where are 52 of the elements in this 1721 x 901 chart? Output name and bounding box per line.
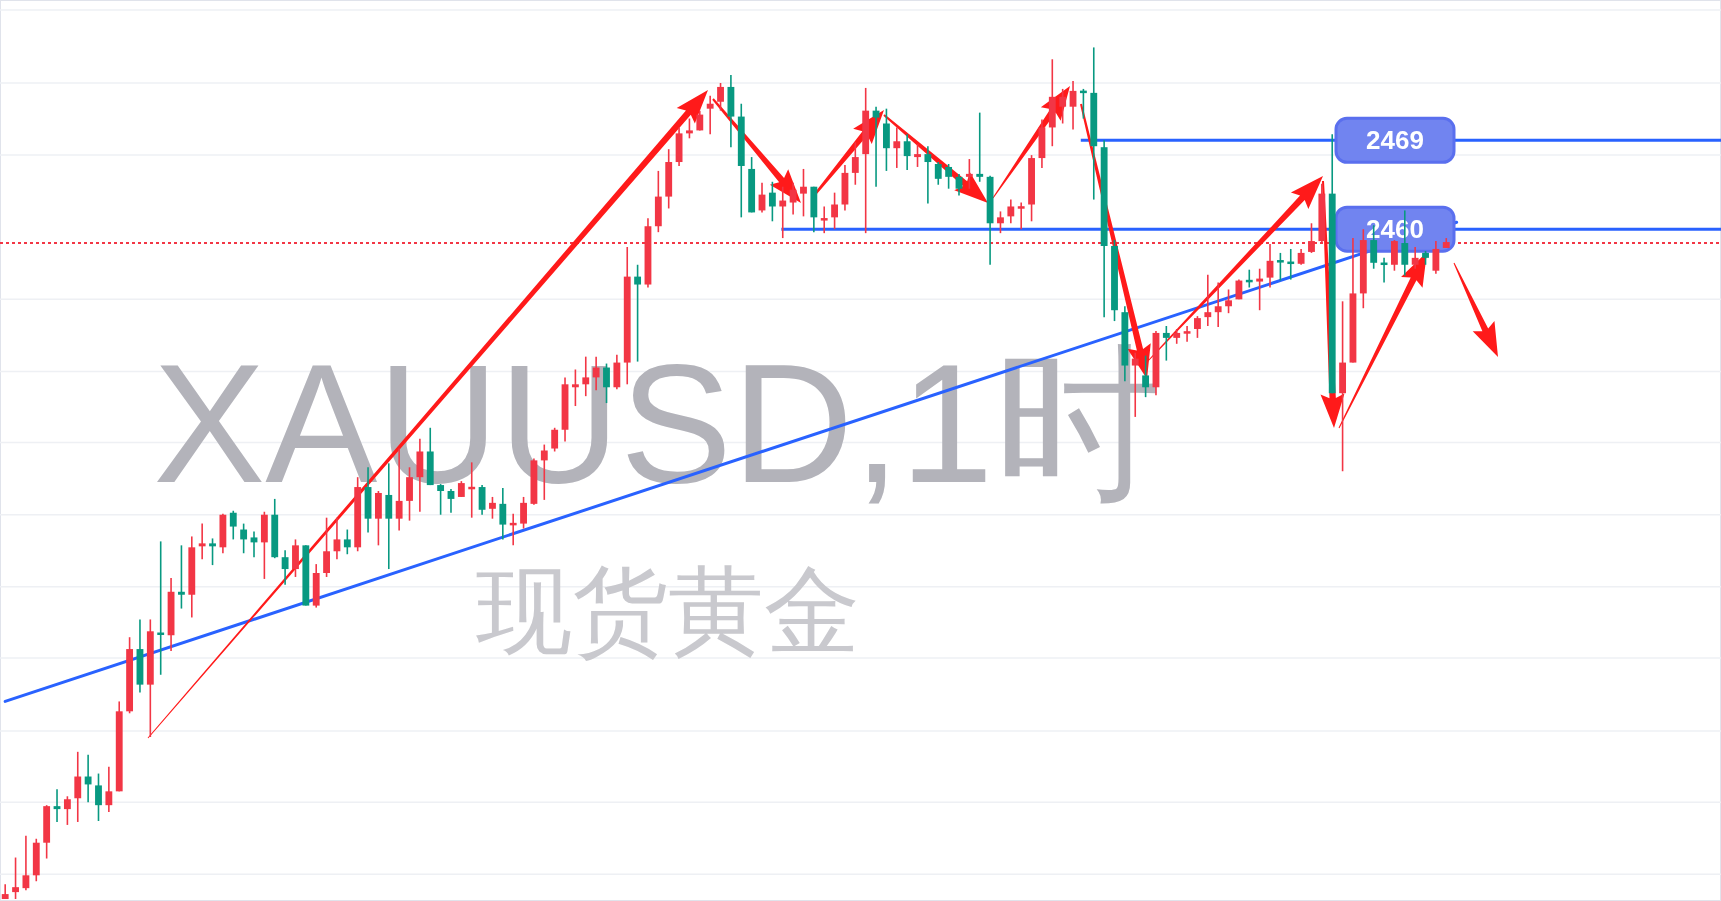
candlestick	[323, 516, 330, 578]
candlestick	[1131, 351, 1139, 418]
candlestick	[976, 111, 984, 183]
candlestick	[1204, 273, 1212, 327]
candlestick	[934, 161, 942, 186]
candlestick	[851, 141, 859, 186]
candlestick	[1059, 88, 1067, 125]
candlestick	[84, 753, 92, 804]
candlestick	[820, 205, 828, 234]
candlestick	[686, 117, 693, 140]
candlestick	[1214, 281, 1222, 328]
candlestick	[965, 158, 973, 190]
candlestick	[945, 163, 953, 190]
candlestick	[1411, 246, 1419, 270]
candlestick	[1276, 252, 1284, 282]
candlestick	[281, 549, 289, 586]
candlestick	[53, 788, 61, 823]
candlestick	[22, 835, 30, 891]
candlestick	[1194, 315, 1201, 339]
candlestick	[903, 133, 911, 171]
candlestick	[1432, 240, 1440, 275]
candlestick	[1256, 267, 1264, 312]
candlestick	[1162, 325, 1170, 362]
candlestick	[95, 772, 102, 822]
candlestick	[768, 180, 776, 223]
candlestick	[105, 765, 113, 813]
candlestick	[343, 528, 351, 556]
candlestick	[924, 145, 932, 205]
candlestick	[1391, 239, 1398, 272]
candlestick	[717, 82, 724, 112]
candlestick	[240, 522, 248, 555]
candlestick	[831, 191, 838, 230]
candlestick	[914, 143, 921, 168]
candlestick	[800, 168, 807, 218]
candlestick	[178, 544, 185, 610]
candlestick	[1007, 198, 1015, 225]
candlestick	[12, 856, 19, 900]
candlestick	[209, 537, 216, 566]
candlestick	[997, 210, 1004, 234]
candlestick	[74, 751, 82, 823]
candlestick	[292, 538, 299, 578]
candlestick	[893, 126, 901, 169]
candlestick	[1183, 325, 1191, 343]
candlestick	[198, 522, 206, 560]
candlestick	[1225, 288, 1232, 314]
candlestick	[1142, 354, 1150, 398]
candlestick	[1017, 201, 1025, 230]
candlestick	[229, 509, 237, 541]
candlestick	[63, 795, 71, 826]
y-tick-label: 2469	[1366, 125, 1424, 156]
candlestick	[789, 181, 797, 216]
candlestick	[706, 95, 714, 136]
